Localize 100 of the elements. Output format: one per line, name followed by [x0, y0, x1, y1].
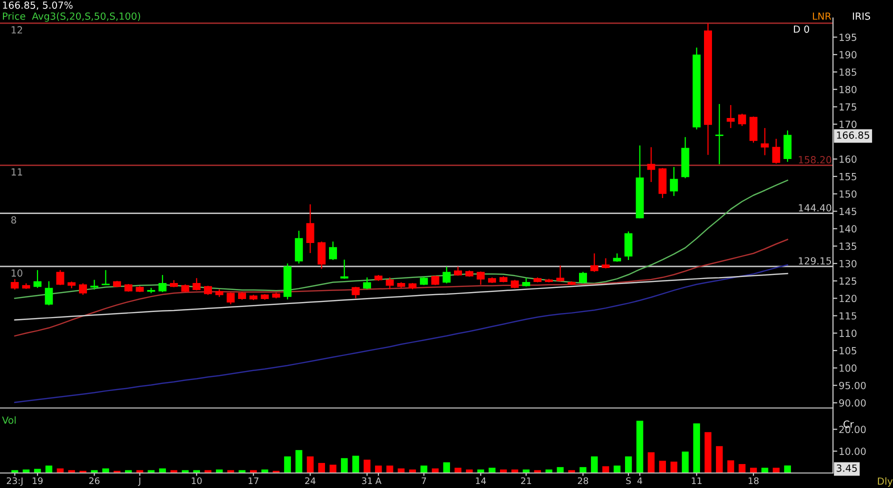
text: Dly: [878, 477, 893, 487]
text: Cr: [844, 420, 854, 428]
candlestick: [784, 130, 792, 162]
bar: [659, 460, 666, 473]
x-tick-label: 23:J: [6, 477, 22, 486]
y-tick-label: 140: [840, 225, 856, 232]
x-tick-label: 21: [521, 477, 532, 484]
bar: [170, 470, 178, 473]
x-tick-label: S: [626, 477, 631, 484]
y-tick-label: 180: [840, 86, 856, 94]
candlestick: [442, 266, 451, 284]
bar: [204, 470, 212, 473]
x-tick-label: 14: [476, 477, 486, 484]
y-tick-label: 185: [840, 68, 856, 76]
bar: [364, 460, 370, 473]
candlestick: [102, 270, 110, 286]
y-tick-label: 160: [840, 156, 856, 163]
text: 3.45: [836, 464, 857, 472]
text: LNR: [812, 12, 832, 20]
candlestick: [294, 230, 303, 264]
y-tick-label: 115: [840, 312, 856, 320]
x-tick-label: 10: [192, 477, 202, 484]
text: IRIS: [852, 12, 870, 20]
candlestick: [760, 127, 769, 156]
bar: [682, 452, 689, 473]
ref-line-label: 158.20: [798, 156, 832, 164]
bar: [784, 465, 791, 473]
candlestick: [431, 275, 440, 286]
x-tick-label: 19: [32, 477, 43, 484]
candlestick: [318, 241, 326, 270]
y-tick-label: 170: [840, 120, 856, 128]
candlestick: [715, 103, 724, 165]
candlestick: [749, 116, 758, 144]
candlestick: [647, 146, 656, 183]
y-tick-label: 135: [840, 242, 856, 250]
candlestick: [56, 270, 64, 286]
bar: [614, 466, 620, 473]
bar: [443, 462, 450, 473]
candlestick: [738, 113, 746, 126]
bar: [398, 468, 405, 473]
y-tick-label: 100: [840, 364, 856, 372]
bar: [375, 466, 382, 473]
candlestick: [306, 204, 314, 254]
bar: [704, 432, 712, 473]
bar: [670, 462, 678, 473]
x-tick-label: 24: [305, 477, 316, 484]
bar: [636, 420, 644, 473]
bar: [727, 460, 734, 473]
bar: [238, 470, 246, 473]
x-tick-label: 18: [748, 477, 759, 484]
y-tick-label: 145: [840, 208, 856, 216]
candlestick: [363, 276, 372, 290]
annotation: 8: [11, 216, 16, 224]
bar: [159, 468, 166, 473]
annotation: Price Avg3(S,20,S,50,S,100): [2, 12, 140, 22]
candlestick: [590, 252, 598, 272]
y-tick-label: 175: [840, 103, 856, 111]
candlestick: [340, 259, 348, 280]
x-tick-label: 7: [422, 477, 426, 484]
bar: [386, 466, 394, 473]
bar: [330, 464, 336, 473]
x-tick-label: J: [138, 477, 140, 486]
bar: [193, 470, 200, 473]
annotation: 11: [12, 168, 22, 176]
candlestick: [670, 166, 678, 196]
bar: [352, 456, 360, 473]
annotation: 10: [12, 269, 22, 277]
bar: [420, 466, 428, 473]
text: 166.85: [837, 131, 870, 139]
bar: [590, 456, 598, 473]
x-tick-label: 28: [578, 477, 588, 484]
y-tick-label: 125: [840, 277, 856, 285]
y-tick-label: 195: [840, 34, 856, 41]
bar: [568, 470, 576, 473]
x-tick-label: 4: [637, 477, 642, 484]
bar: [68, 470, 76, 473]
candlestick: [726, 104, 735, 129]
bar: [580, 467, 586, 473]
candlestick: [328, 241, 337, 261]
text: D 0: [794, 25, 810, 33]
candlestick: [192, 278, 201, 291]
bar: [716, 446, 723, 473]
y-tick-label: 155: [840, 173, 856, 180]
y-tick-label: 110: [840, 330, 856, 337]
bar: [295, 450, 302, 473]
y-tick-label: 95.00: [839, 382, 866, 390]
y-tick-label: 20.00: [839, 426, 866, 434]
bar: [284, 456, 291, 473]
x-tick-label: 26: [89, 477, 100, 484]
x-tick-label: 11: [692, 477, 702, 484]
y-tick-label: 190: [840, 51, 856, 58]
y-tick-label: 150: [840, 190, 856, 198]
bar: [45, 466, 52, 473]
bar: [340, 458, 348, 473]
bar: [534, 470, 541, 473]
y-tick-label: 120: [840, 294, 856, 302]
bar: [602, 466, 610, 473]
bar: [148, 470, 155, 473]
candlestick: [78, 282, 87, 296]
candlestick: [34, 270, 42, 288]
